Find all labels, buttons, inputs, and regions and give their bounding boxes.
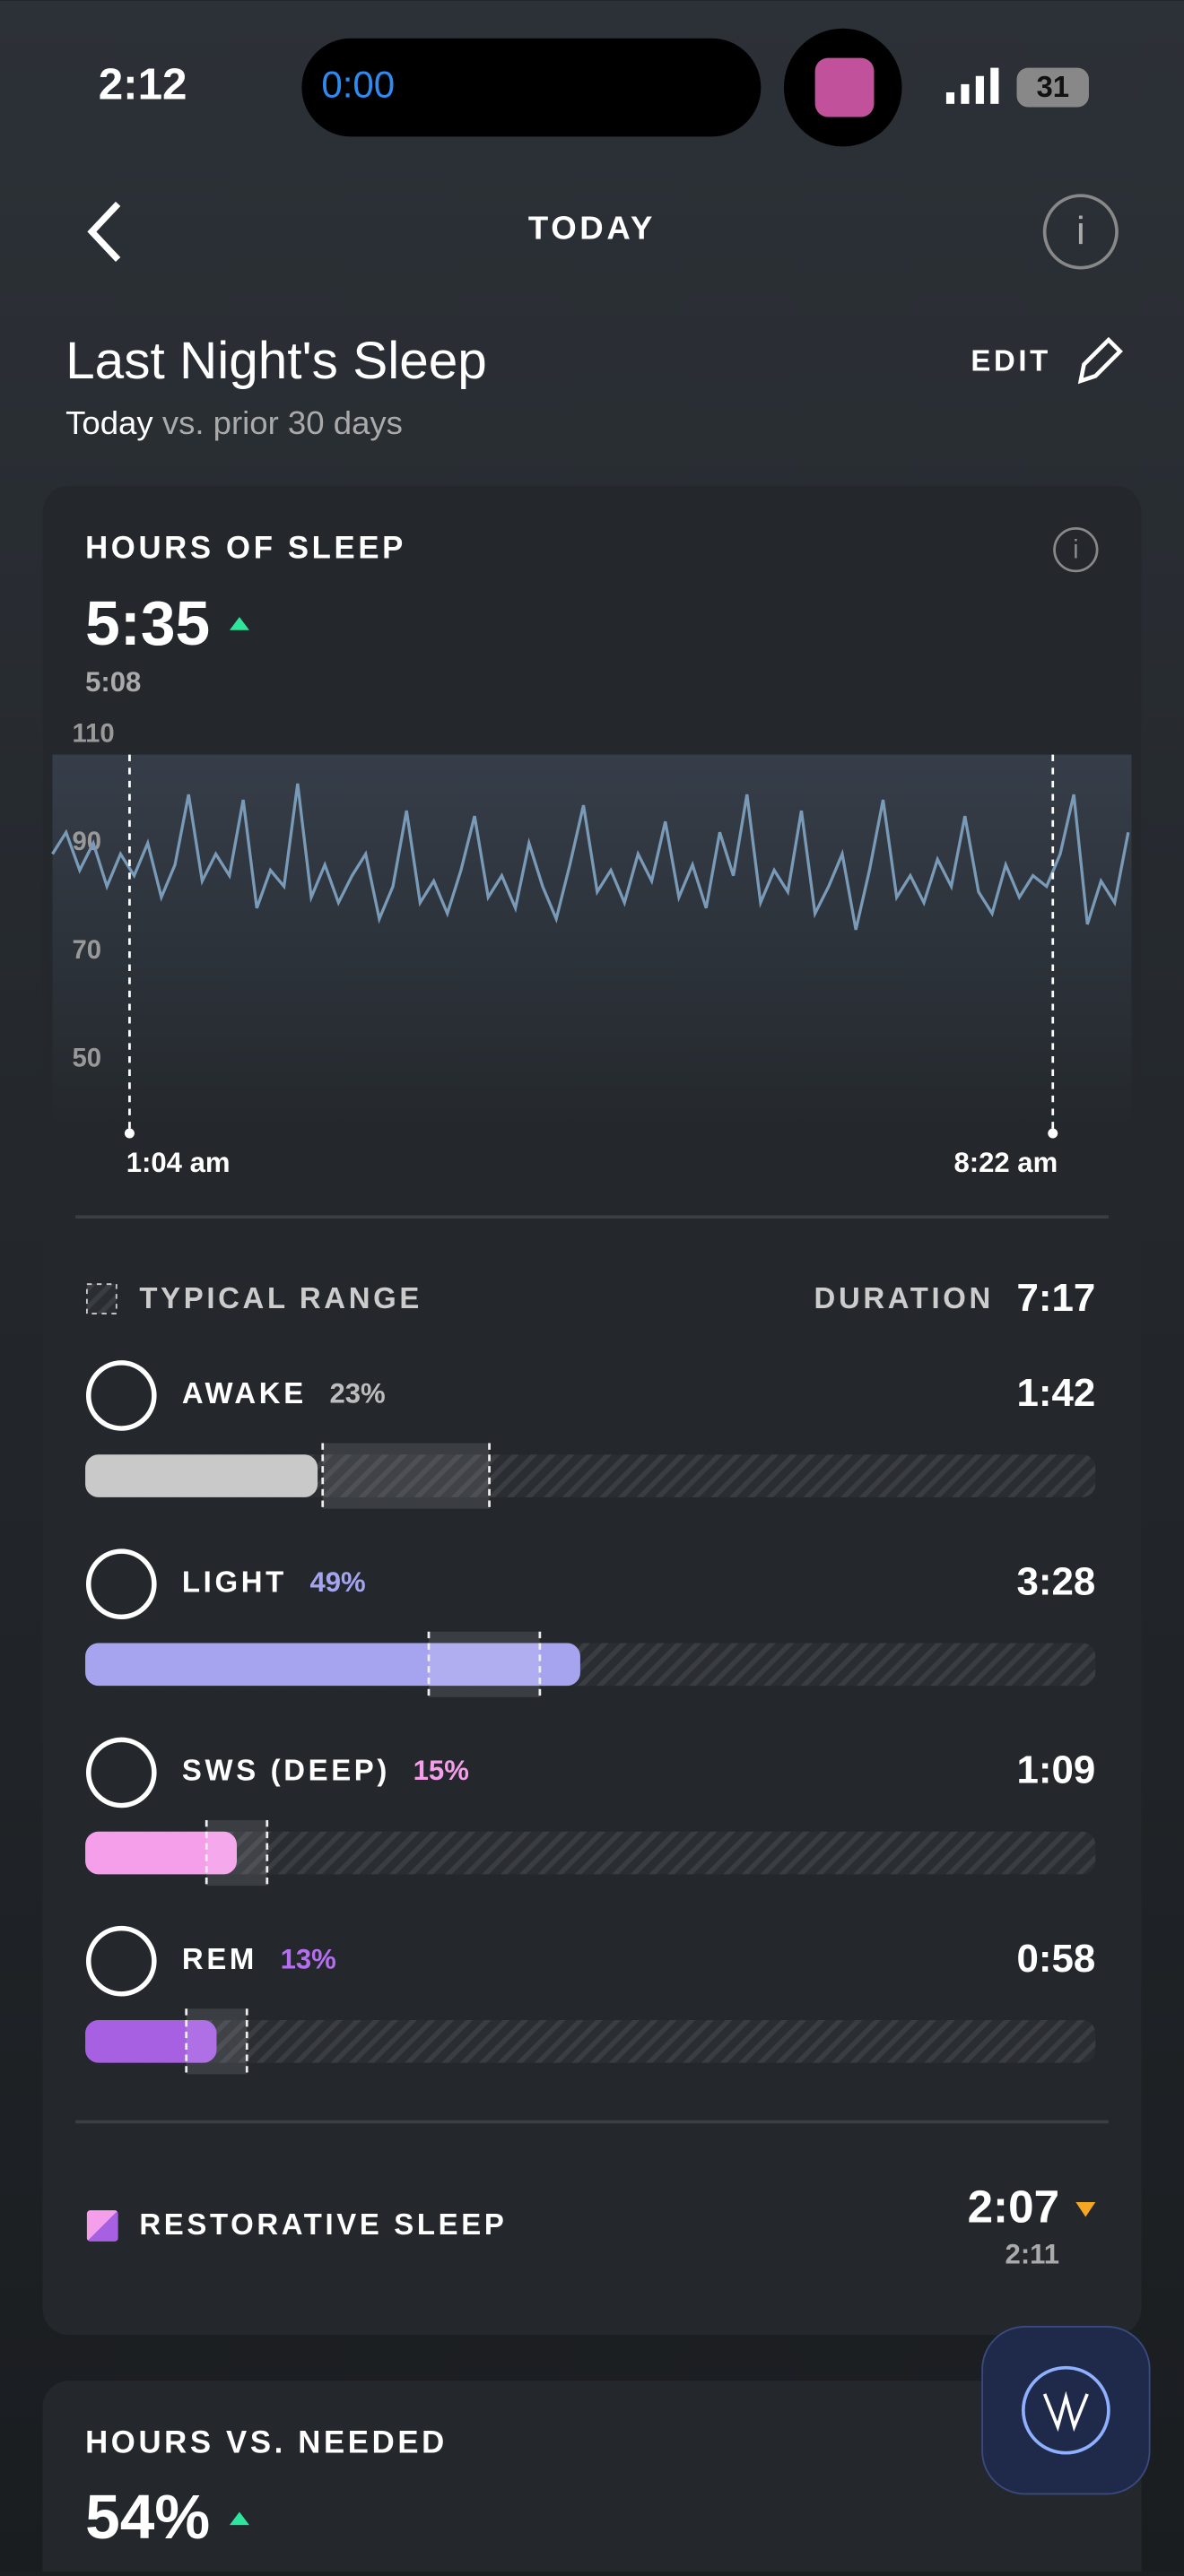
stage-track xyxy=(85,1454,1096,1497)
album-art xyxy=(814,57,875,117)
y-tick-label: 70 xyxy=(72,936,101,965)
sleep-value: 5:35 xyxy=(85,588,210,658)
card-info[interactable] xyxy=(1053,526,1099,573)
clock: 2:12 xyxy=(99,60,187,109)
stage-duration: 1:09 xyxy=(1016,1748,1095,1792)
stage-bar xyxy=(85,1831,238,1875)
back-button[interactable] xyxy=(87,201,121,263)
battery xyxy=(1016,67,1089,108)
stage-toggle[interactable] xyxy=(85,1548,157,1620)
subtitle-bold: Today xyxy=(65,404,153,441)
stage-bar xyxy=(85,1454,318,1497)
stage-name: SWS (DEEP) xyxy=(182,1754,390,1787)
restorative-previous: 2:11 xyxy=(1006,2239,1060,2270)
stage-percent: 13% xyxy=(281,1943,336,1974)
restorative-label: RESTORATIVE SLEEP xyxy=(139,2207,507,2241)
start-dot xyxy=(124,1128,135,1139)
start-time: 1:04 am xyxy=(126,1147,231,1178)
stage-duration: 3:28 xyxy=(1016,1559,1095,1603)
assistant-button[interactable] xyxy=(981,2326,1151,2495)
info-icon: i xyxy=(1076,209,1085,253)
needed-card xyxy=(42,2381,1142,2576)
stage-percent: 15% xyxy=(414,1755,469,1786)
typical-range xyxy=(322,1443,490,1509)
stage-duration: 1:42 xyxy=(1016,1371,1095,1415)
edit-button[interactable]: EDIT xyxy=(971,343,1051,377)
assistant-icon xyxy=(1022,2365,1110,2455)
battery-level: 31 xyxy=(1036,70,1069,103)
y-tick-label: 110 xyxy=(72,719,114,748)
page-title: Last Night's Sleep xyxy=(65,332,487,390)
stage-toggle[interactable] xyxy=(85,1737,157,1808)
typical-swatch xyxy=(85,1283,118,1314)
stage-track xyxy=(85,2020,1096,2063)
stages: AWAKE 23% 1:42 LIGHT 49% 3:28 SWS (DEEP) 15% 1:0… xyxy=(85,1360,1096,2075)
stage-toggle[interactable] xyxy=(85,1925,157,1997)
card-info-icon: i xyxy=(1073,536,1079,565)
needed-value: 54% xyxy=(85,2482,210,2552)
timer: 0:00 xyxy=(321,64,395,106)
stage-toggle[interactable] xyxy=(85,1360,157,1431)
edit-icon[interactable] xyxy=(1077,336,1123,385)
stage-bar xyxy=(85,2020,217,2063)
up-arrow xyxy=(229,2511,249,2526)
signal xyxy=(945,67,999,104)
stage-percent: 23% xyxy=(329,1378,385,1409)
stage-track xyxy=(85,1831,1096,1875)
typical-range-label: TYPICAL RANGE xyxy=(139,1281,422,1314)
stage-percent: 49% xyxy=(309,1566,365,1598)
typical-range xyxy=(186,2008,248,2075)
assistant-glyph xyxy=(1042,2390,1089,2433)
stage-name: LIGHT xyxy=(182,1565,287,1598)
stage-duration: 0:58 xyxy=(1016,1937,1095,1981)
down-arrow xyxy=(1075,2201,1096,2217)
hr-line xyxy=(51,783,1130,931)
y-tick-label: 50 xyxy=(72,1044,101,1072)
info-button[interactable] xyxy=(1042,194,1119,270)
chart-area xyxy=(52,754,1132,1132)
duration-value: 7:17 xyxy=(1016,1276,1095,1320)
end-dot xyxy=(1048,1128,1058,1139)
end-time: 8:22 am xyxy=(953,1147,1058,1178)
restorative-swatch xyxy=(86,2210,118,2242)
typical-range xyxy=(206,1820,267,1886)
stage-bar xyxy=(85,1643,580,1687)
dynamic-island xyxy=(301,38,762,137)
subtitle-rest: vs. prior 30 days xyxy=(162,404,403,441)
nav-title: TODAY xyxy=(528,209,656,246)
card-title: HOURS OF SLEEP xyxy=(85,531,406,565)
up-arrow xyxy=(229,617,249,630)
duration-label: DURATION xyxy=(814,1281,994,1314)
typical-range xyxy=(428,1631,540,1697)
needed-title: HOURS VS. NEEDED xyxy=(85,2426,448,2460)
stage-name: AWAKE xyxy=(182,1376,307,1409)
restorative-value: 2:07 xyxy=(968,2181,1059,2233)
stage-name: REM xyxy=(182,1942,257,1975)
subtitle: Today vs. prior 30 days xyxy=(65,404,403,441)
sleep-previous: 5:08 xyxy=(85,666,141,698)
